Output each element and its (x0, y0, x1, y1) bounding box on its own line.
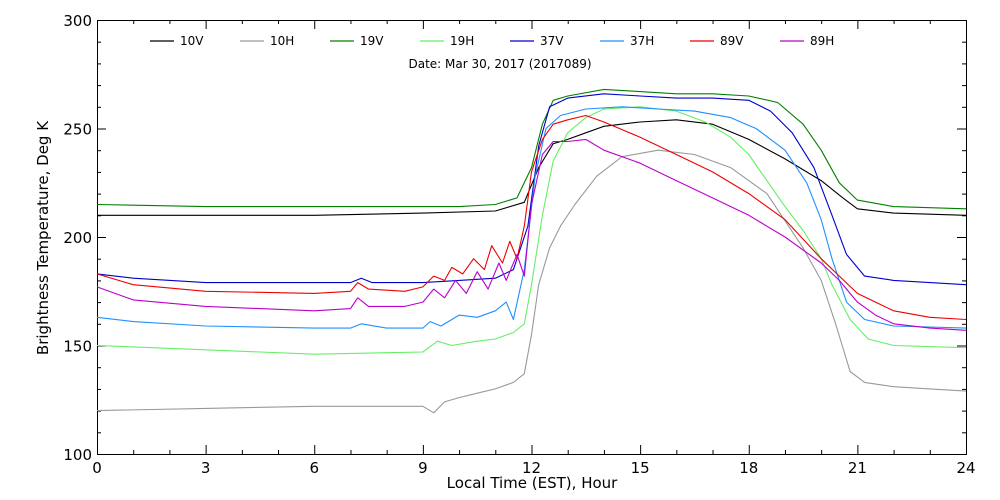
y-axis-label: Brightness Temperature, Deg K (34, 120, 52, 355)
plot-frame (97, 20, 967, 455)
axis-ticks (97, 20, 967, 455)
y-tick-label: 200 (63, 229, 92, 247)
legend-item-19h: 19H (420, 34, 474, 48)
legend-label: 37H (630, 34, 654, 48)
legend: 10V 10H 19V 19H 37V 37H 89V 89H (150, 34, 834, 48)
y-tick-label: 300 (63, 12, 92, 30)
series-line-19h (96, 106, 967, 355)
legend-item-37v: 37V (510, 34, 564, 48)
x-axis-label: Local Time (EST), Hour (447, 474, 618, 492)
legend-label: 10H (270, 34, 294, 48)
legend-label: 37V (540, 34, 564, 48)
y-tick-label: 150 (63, 338, 92, 356)
legend-item-10h: 10H (240, 34, 294, 48)
legend-label: 10V (180, 34, 204, 48)
x-tick-label: 18 (739, 459, 758, 477)
y-tick-label: 100 (63, 446, 92, 464)
series-line-10h (96, 149, 967, 414)
series-lines (96, 88, 967, 414)
x-tick-label: 3 (201, 459, 211, 477)
legend-label: 19V (360, 34, 384, 48)
series-line-89h (96, 138, 967, 331)
legend-label: 89V (720, 34, 744, 48)
legend-item-10v: 10V (150, 34, 204, 48)
tick-labels: 0 3 6 9 12 15 18 21 24 100 150 200 250 300 (63, 12, 975, 477)
series-line-37h (96, 106, 967, 329)
legend-item-89v: 89V (690, 34, 744, 48)
legend-label: 19H (450, 34, 474, 48)
series-line-37v (96, 93, 967, 286)
legend-item-19v: 19V (330, 34, 384, 48)
x-tick-label: 12 (522, 459, 541, 477)
x-tick-label: 15 (631, 459, 650, 477)
legend-item-89h: 89H (780, 34, 834, 48)
legend-label: 89H (810, 34, 834, 48)
x-tick-label: 9 (418, 459, 428, 477)
series-line-89v (96, 114, 967, 321)
series-line-10v (97, 119, 967, 216)
y-tick-label: 250 (63, 121, 92, 139)
x-tick-label: 21 (848, 459, 867, 477)
x-tick-label: 24 (956, 459, 975, 477)
x-tick-label: 6 (309, 459, 319, 477)
series-line-19v (96, 88, 967, 210)
chart-subtitle: Date: Mar 30, 2017 (2017089) (408, 57, 591, 71)
legend-item-37h: 37H (600, 34, 654, 48)
x-tick-label: 0 (92, 459, 102, 477)
